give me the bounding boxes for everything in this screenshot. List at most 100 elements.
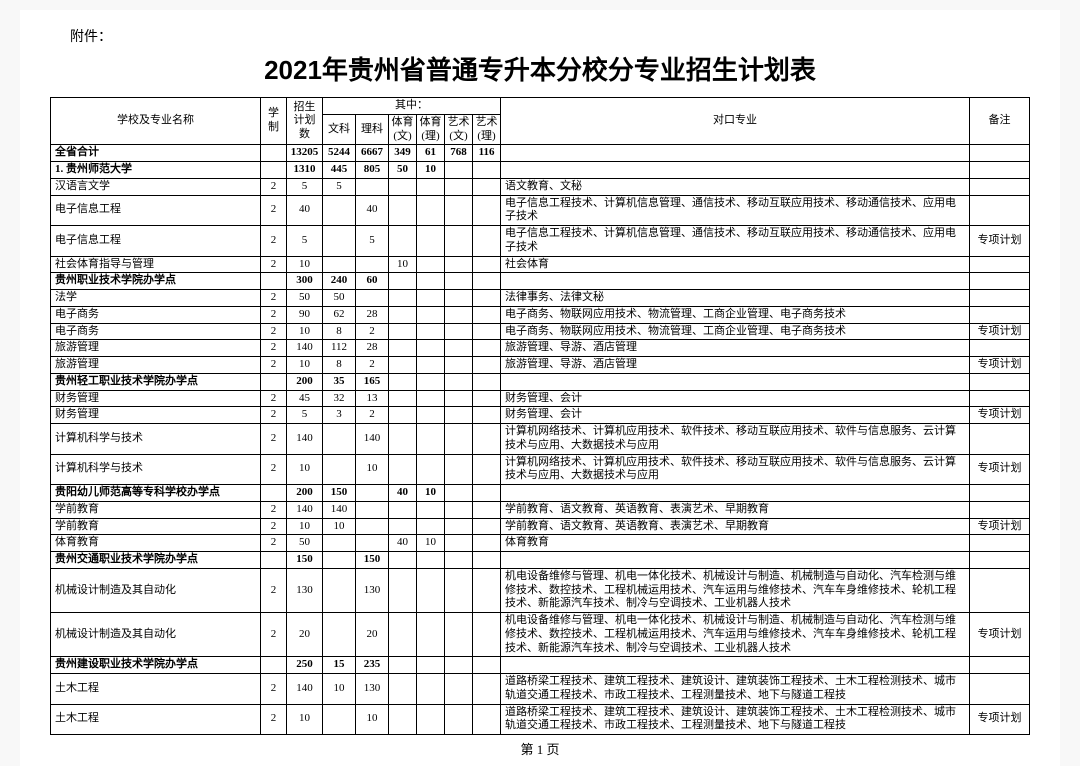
cell-bz xyxy=(970,568,1030,612)
cell-bz xyxy=(970,256,1030,273)
cell-bz xyxy=(970,195,1030,226)
cell-plan: 10 xyxy=(287,357,323,374)
cell-lk: 2 xyxy=(356,357,389,374)
cell-tyl: 61 xyxy=(417,145,445,162)
cell-wk xyxy=(323,704,356,735)
cell-lk: 130 xyxy=(356,568,389,612)
cell-plan: 13205 xyxy=(287,145,323,162)
cell-name: 财务管理 xyxy=(51,390,261,407)
cell-name: 贵州建设职业技术学院办学点 xyxy=(51,657,261,674)
cell-wk: 35 xyxy=(323,373,356,390)
table-header: 学校及专业名称 学制 招生计划数 其中： 对口专业 备注 文科 理科 体育(文)… xyxy=(51,98,1030,145)
table-row: 土木工程21010道路桥梁工程技术、建筑工程技术、建筑设计、建筑装饰工程技术、土… xyxy=(51,704,1030,735)
cell-bz: 专项计划 xyxy=(970,357,1030,374)
table-row: 机械设计制造及其自动化2130130机电设备维修与管理、机电一体化技术、机械设计… xyxy=(51,568,1030,612)
cell-bz xyxy=(970,390,1030,407)
cell-ysw xyxy=(445,195,473,226)
cell-bz: 专项计划 xyxy=(970,226,1030,257)
cell-lk: 10 xyxy=(356,454,389,485)
h-tyl: 体育(理) xyxy=(417,114,445,145)
cell-name: 学前教育 xyxy=(51,518,261,535)
cell-tyl xyxy=(417,306,445,323)
cell-tyw xyxy=(389,552,417,569)
cell-tyw xyxy=(389,195,417,226)
cell-plan: 10 xyxy=(287,704,323,735)
table-row: 财务管理2453213财务管理、会计 xyxy=(51,390,1030,407)
cell-tyw xyxy=(389,501,417,518)
cell-ysw xyxy=(445,373,473,390)
cell-tyl xyxy=(417,657,445,674)
cell-xz xyxy=(261,273,287,290)
cell-ysl xyxy=(473,373,501,390)
cell-ysw xyxy=(445,390,473,407)
cell-ysl xyxy=(473,162,501,179)
cell-name: 电子商务 xyxy=(51,323,261,340)
cell-tyl xyxy=(417,226,445,257)
table-row: 机械设计制造及其自动化22020机电设备维修与管理、机电一体化技术、机械设计与制… xyxy=(51,613,1030,657)
h-lk: 理科 xyxy=(356,114,389,145)
cell-ysw xyxy=(445,552,473,569)
cell-name: 土木工程 xyxy=(51,674,261,705)
table-row: 全省合计132055244666734961768116 xyxy=(51,145,1030,162)
cell-name: 电子信息工程 xyxy=(51,226,261,257)
cell-ysl xyxy=(473,674,501,705)
cell-plan: 300 xyxy=(287,273,323,290)
cell-wk xyxy=(323,226,356,257)
cell-ysw xyxy=(445,290,473,307)
cell-dk: 道路桥梁工程技术、建筑工程技术、建筑设计、建筑装饰工程技术、土木工程检测技术、城… xyxy=(501,674,970,705)
cell-ysl xyxy=(473,518,501,535)
cell-ysl xyxy=(473,407,501,424)
cell-ysl xyxy=(473,256,501,273)
cell-xz: 2 xyxy=(261,535,287,552)
cell-dk: 财务管理、会计 xyxy=(501,407,970,424)
cell-ysl xyxy=(473,340,501,357)
cell-tyl xyxy=(417,323,445,340)
cell-ysw xyxy=(445,256,473,273)
cell-plan: 10 xyxy=(287,256,323,273)
cell-wk: 15 xyxy=(323,657,356,674)
cell-name: 电子信息工程 xyxy=(51,195,261,226)
cell-ysl xyxy=(473,704,501,735)
table-row: 贵州轻工职业技术学院办学点20035165 xyxy=(51,373,1030,390)
cell-name: 贵阳幼儿师范高等专科学校办学点 xyxy=(51,485,261,502)
cell-bz xyxy=(970,485,1030,502)
cell-wk: 240 xyxy=(323,273,356,290)
cell-lk: 140 xyxy=(356,424,389,455)
cell-tyw xyxy=(389,518,417,535)
cell-lk: 60 xyxy=(356,273,389,290)
cell-wk xyxy=(323,424,356,455)
cell-tyw xyxy=(389,568,417,612)
cell-xz: 2 xyxy=(261,290,287,307)
cell-name: 计算机科学与技术 xyxy=(51,424,261,455)
table-body: 全省合计1320552446667349617681161. 贵州师范大学 13 1… xyxy=(51,145,1030,735)
cell-lk xyxy=(356,518,389,535)
cell-lk: 40 xyxy=(356,195,389,226)
cell-wk: 5 xyxy=(323,178,356,195)
cell-xz xyxy=(261,162,287,179)
cell-ysl xyxy=(473,290,501,307)
cell-plan: 200 xyxy=(287,485,323,502)
cell-tyl xyxy=(417,501,445,518)
cell-lk: 150 xyxy=(356,552,389,569)
cell-name: 机械设计制造及其自动化 xyxy=(51,613,261,657)
cell-ysl xyxy=(473,357,501,374)
cell-name: 旅游管理 xyxy=(51,357,261,374)
cell-xz: 2 xyxy=(261,568,287,612)
cell-xz xyxy=(261,552,287,569)
cell-name: 1. 贵州师范大学 xyxy=(51,162,261,179)
cell-name: 土木工程 xyxy=(51,704,261,735)
cell-tyl xyxy=(417,357,445,374)
cell-ysl xyxy=(473,323,501,340)
table-row: 计算机科学与技术2140140计算机网络技术、计算机应用技术、软件技术、移动互联… xyxy=(51,424,1030,455)
cell-ysl xyxy=(473,306,501,323)
cell-lk: 13 xyxy=(356,390,389,407)
cell-dk: 语文教育、文秘 xyxy=(501,178,970,195)
cell-dk: 计算机网络技术、计算机应用技术、软件技术、移动互联应用技术、软件与信息服务、云计… xyxy=(501,454,970,485)
cell-xz xyxy=(261,485,287,502)
cell-lk xyxy=(356,485,389,502)
cell-plan: 50 xyxy=(287,535,323,552)
cell-wk xyxy=(323,535,356,552)
cell-lk xyxy=(356,178,389,195)
cell-tyl xyxy=(417,273,445,290)
cell-plan: 10 xyxy=(287,518,323,535)
